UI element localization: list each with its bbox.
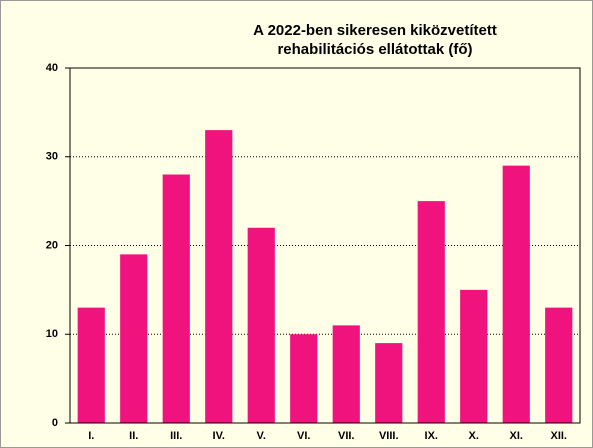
x-tick-label: IV. <box>213 430 225 442</box>
y-tick-label: 10 <box>46 328 58 340</box>
x-tick-label: VII. <box>338 430 355 442</box>
chart-title: A 2022-ben sikeresen kiközvetített <box>253 22 497 39</box>
bar <box>545 307 573 423</box>
x-tick-label: VIII. <box>379 430 399 442</box>
x-tick-label: IX. <box>425 430 438 442</box>
bar <box>247 227 275 423</box>
bar <box>290 334 318 423</box>
x-tick-label: XI. <box>510 430 523 442</box>
x-tick-label: III. <box>170 430 182 442</box>
x-tick-label: I. <box>88 430 94 442</box>
x-tick-label: X. <box>469 430 479 442</box>
x-tick-label: V. <box>257 430 266 442</box>
bar <box>120 254 148 423</box>
y-tick-label: 0 <box>52 417 58 429</box>
y-tick-label: 40 <box>46 62 58 74</box>
bar <box>460 289 488 423</box>
bar <box>205 130 233 423</box>
bar <box>375 343 403 423</box>
y-tick-label: 30 <box>46 151 58 163</box>
bar <box>332 325 360 423</box>
x-tick-label: XII. <box>550 430 567 442</box>
x-tick-label: VI. <box>297 430 310 442</box>
bar <box>162 174 190 423</box>
chart-title: rehabilitációs ellátottak (fő) <box>277 41 472 58</box>
bar <box>77 307 105 423</box>
x-tick-label: II. <box>129 430 138 442</box>
y-tick-label: 20 <box>46 239 58 251</box>
bar <box>502 165 530 423</box>
bar <box>417 201 445 423</box>
